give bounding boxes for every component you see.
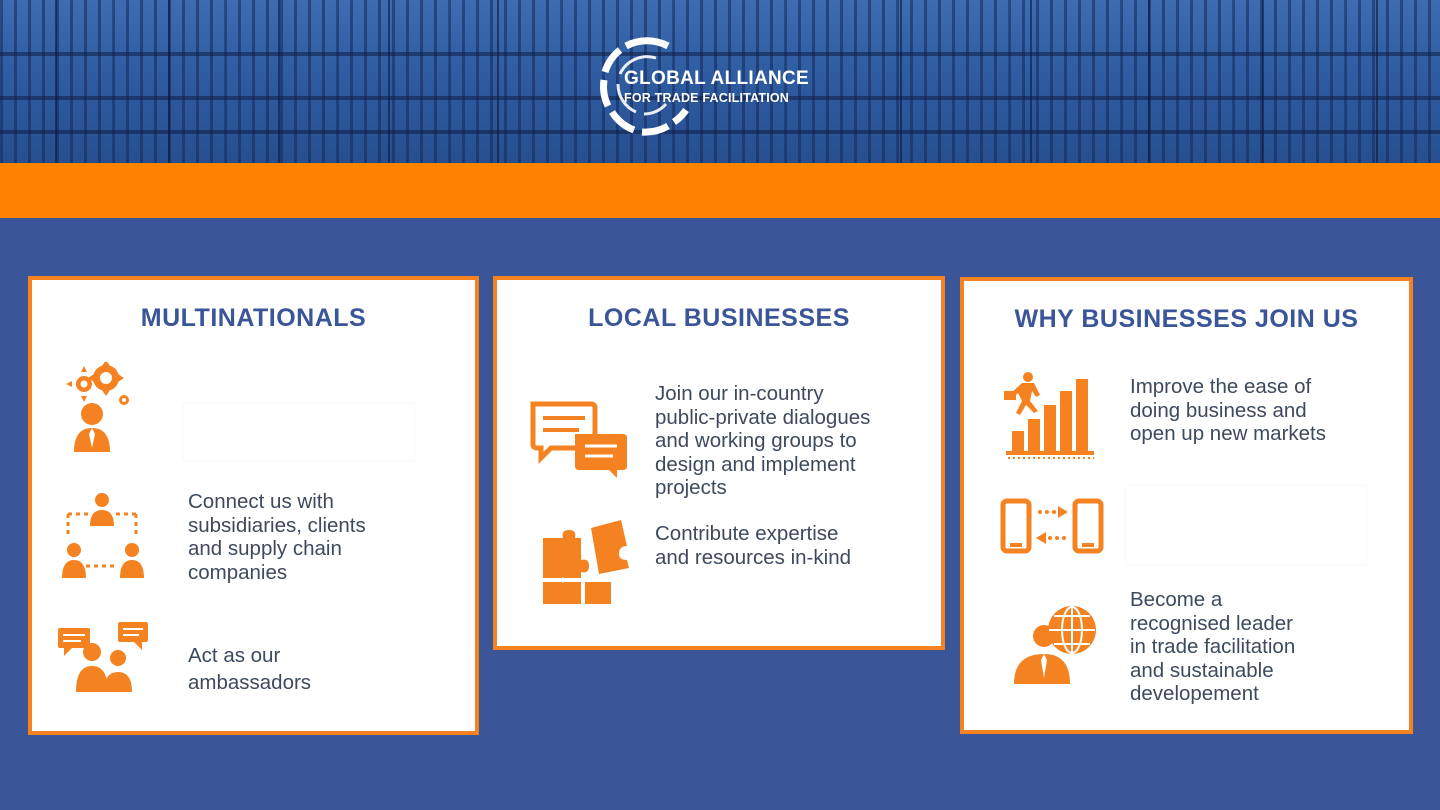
container-divider [1376,0,1378,163]
container-divider [497,0,499,163]
container-divider [168,0,170,163]
container-row-divider [0,52,1440,56]
container-divider [1030,0,1032,163]
growth-chart-icon [1000,371,1100,464]
container-divider [1148,0,1150,163]
card-title: MULTINATIONALS [140,304,367,332]
globe-person-icon [1010,602,1100,691]
gears-person-icon [66,360,146,462]
container-divider [55,0,57,163]
list-item: Connect us with subsidiaries, clients an… [32,488,475,588]
container-divider [278,0,280,163]
list-item: Join our in-country public-private dialo… [497,382,941,512]
card-multinationals: MULTINATIONALS [28,276,479,735]
item-text: Contribute expertise and resources in-ki… [655,522,851,569]
placeholder-box [1126,486,1366,564]
item-text: Improve the ease of doing business and o… [1130,375,1327,445]
list-item [32,360,475,462]
item-text: Act as our ambassadors [188,644,312,694]
item-text: Become a recognised leader in trade faci… [1130,588,1296,705]
card-local-businesses: LOCAL BUSINESSES Join our in-country pub… [493,276,945,650]
list-item: Become a recognised leader in trade faci… [964,588,1409,718]
puzzle-icon [541,520,631,615]
container-row-divider [0,96,1440,100]
item-text: Join our in-country public-private dialo… [655,382,871,499]
list-item: Improve the ease of doing business and o… [964,369,1409,469]
card-why-businesses-join-us: WHY BUSINESSES JOIN US [960,277,1413,734]
placeholder-box [184,404,414,460]
list-item: Act as our ambassadors [32,620,475,720]
device-exchange-icon [1000,498,1104,563]
container-divider [388,0,390,163]
header-banner: GLOBAL ALLIANCE FOR TRADE FACILITATION [0,0,1440,163]
card-title: LOCAL BUSINESSES [588,304,850,332]
list-item: Contribute expertise and resources in-ki… [497,520,941,620]
speaking-people-icon [56,620,151,700]
container-divider [1262,0,1264,163]
logo-ring-icon [600,37,689,136]
container-row-divider [0,130,1440,134]
card-title: WHY BUSINESSES JOIN US [1014,305,1359,333]
chat-bubbles-icon [529,400,629,485]
container-divider [900,0,902,163]
gatf-logo: GLOBAL ALLIANCE FOR TRADE FACILITATION [596,34,836,138]
orange-strip [0,163,1440,218]
logo-title: GLOBAL ALLIANCE [624,68,809,89]
item-text: Connect us with subsidiaries, clients an… [188,490,366,584]
logo-subtitle: FOR TRADE FACILITATION [624,91,790,105]
list-item [964,486,1409,576]
network-people-icon [56,490,151,587]
